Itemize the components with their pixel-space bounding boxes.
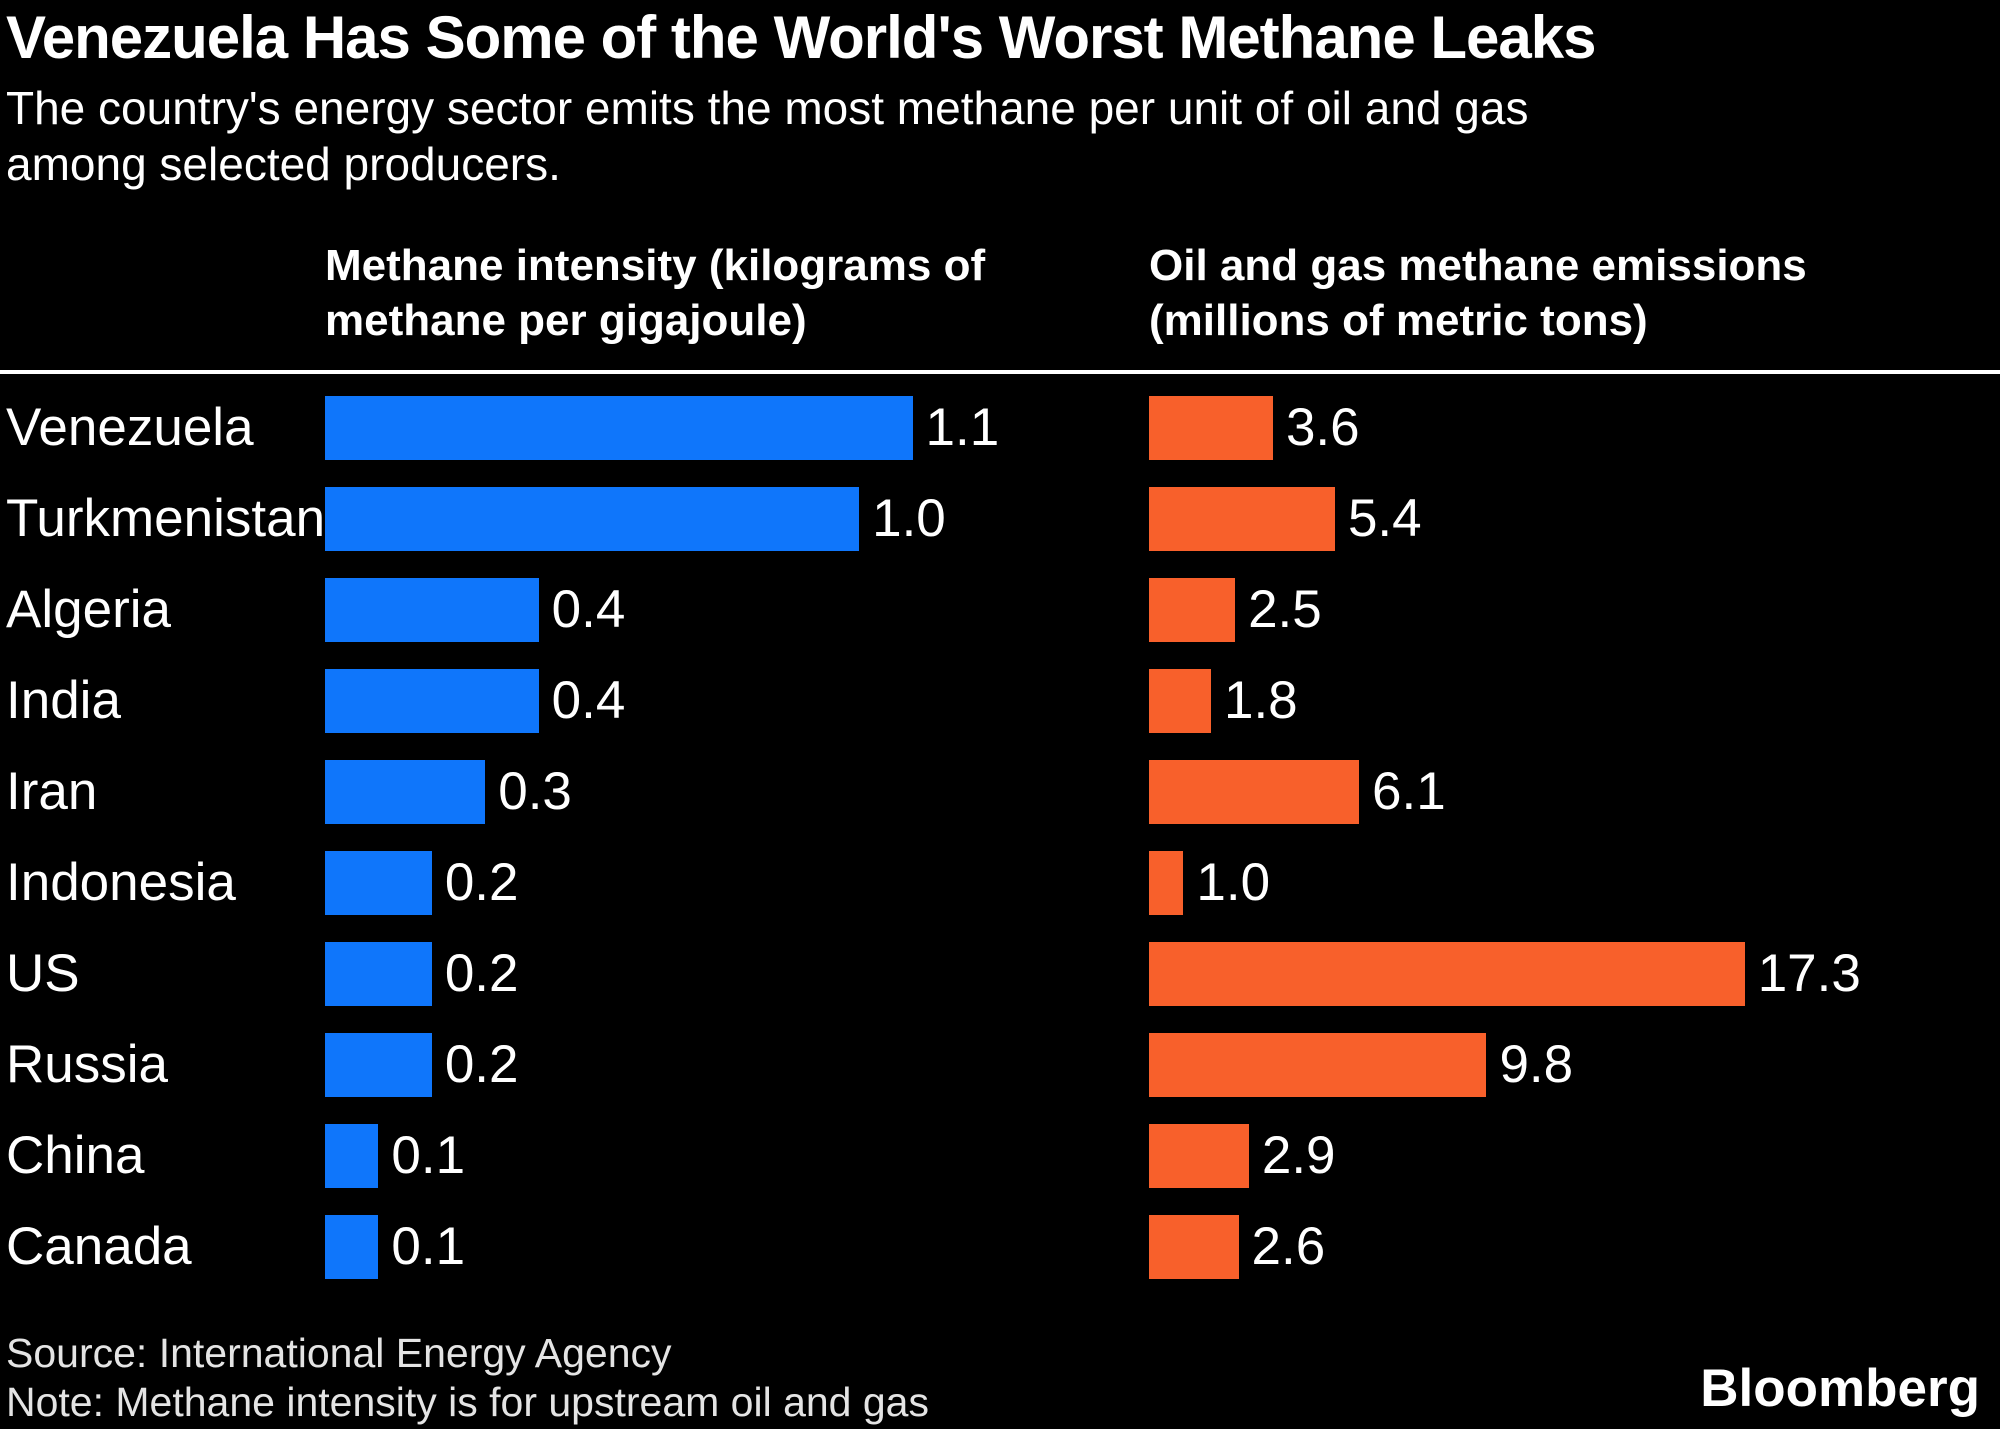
intensity-cell: 0.1 xyxy=(325,1123,1149,1188)
column-header-intensity: Methane intensity (kilograms of methane … xyxy=(325,241,986,346)
source-text: Source: International Energy Agency xyxy=(6,1329,672,1376)
country-label: Indonesia xyxy=(6,853,236,913)
table-row: Algeria 0.4 2.5 xyxy=(0,564,2000,655)
table-row: China 0.1 2.9 xyxy=(0,1110,2000,1201)
country-label: US xyxy=(6,944,80,1004)
table-row: Turkmenistan 1.0 5.4 xyxy=(0,473,2000,564)
intensity-value: 1.1 xyxy=(925,398,1000,458)
table-row: Indonesia 0.2 1.0 xyxy=(0,837,2000,928)
intensity-bar xyxy=(325,1123,379,1188)
table-row: US 0.2 17.3 xyxy=(0,928,2000,1019)
intensity-value: 0.4 xyxy=(551,671,626,731)
intensity-bar xyxy=(325,759,486,824)
intensity-bar xyxy=(325,1032,432,1097)
intensity-value: 0.3 xyxy=(498,762,572,822)
divider-line xyxy=(0,370,2000,375)
country-label: Algeria xyxy=(6,580,171,640)
note-text: Note: Methane intensity is for upstream … xyxy=(6,1378,929,1425)
emissions-cell: 1.0 xyxy=(1149,850,2000,915)
intensity-cell: 0.4 xyxy=(325,577,1149,642)
intensity-cell: 0.2 xyxy=(325,941,1149,1006)
intensity-bar xyxy=(325,577,539,642)
table-row: Canada 0.1 2.6 xyxy=(0,1201,2000,1292)
emissions-bar xyxy=(1149,486,1335,551)
emissions-cell: 17.3 xyxy=(1149,941,2000,1006)
emissions-value: 2.6 xyxy=(1251,1217,1326,1277)
emissions-bar xyxy=(1149,577,1236,642)
emissions-bar xyxy=(1149,941,1745,1006)
intensity-value: 0.2 xyxy=(444,1035,519,1095)
country-label: Venezuela xyxy=(6,398,254,458)
emissions-bar xyxy=(1149,1214,1239,1279)
country-label: Russia xyxy=(6,1035,169,1095)
bloomberg-logo: Bloomberg xyxy=(1700,1359,1980,1418)
emissions-cell: 2.5 xyxy=(1149,577,2000,642)
emissions-value: 6.1 xyxy=(1372,762,1446,822)
emissions-value: 3.6 xyxy=(1285,398,1360,458)
intensity-bar xyxy=(325,941,432,1006)
table-row: India 0.4 1.8 xyxy=(0,655,2000,746)
footer: Source: International Energy Agency Note… xyxy=(6,1329,929,1427)
intensity-bar xyxy=(325,668,539,733)
emissions-bar xyxy=(1149,1032,1487,1097)
emissions-cell: 3.6 xyxy=(1149,395,2000,460)
emissions-bar xyxy=(1149,668,1211,733)
emissions-bar xyxy=(1149,1123,1249,1188)
page-title: Venezuela Has Some of the World's Worst … xyxy=(6,4,1597,71)
emissions-bar xyxy=(1149,395,1273,460)
intensity-bar xyxy=(325,1214,379,1279)
column-header-spacer xyxy=(0,238,325,348)
intensity-cell: 0.2 xyxy=(325,850,1149,915)
column-header-emissions: Oil and gas methane emissions (millions … xyxy=(1149,241,1807,346)
emissions-cell: 6.1 xyxy=(1149,759,2000,824)
intensity-cell: 0.4 xyxy=(325,668,1149,733)
table-row: Venezuela 1.1 3.6 xyxy=(0,382,2000,473)
emissions-value: 17.3 xyxy=(1757,944,1861,1004)
intensity-bar xyxy=(325,395,913,460)
intensity-value: 1.0 xyxy=(872,489,946,549)
intensity-cell: 0.3 xyxy=(325,759,1149,824)
chart-rows: Venezuela 1.1 3.6 Turkmenistan 1.0 5.4 A… xyxy=(0,382,2000,1292)
country-label: Iran xyxy=(6,762,98,822)
intensity-cell: 0.1 xyxy=(325,1214,1149,1279)
intensity-value: 0.1 xyxy=(391,1217,466,1277)
emissions-cell: 9.8 xyxy=(1149,1032,2000,1097)
emissions-value: 2.9 xyxy=(1261,1126,1336,1186)
intensity-cell: 1.0 xyxy=(325,486,1149,551)
emissions-cell: 5.4 xyxy=(1149,486,2000,551)
intensity-value: 0.1 xyxy=(391,1126,466,1186)
emissions-cell: 2.6 xyxy=(1149,1214,2000,1279)
country-label: India xyxy=(6,671,121,731)
country-label: Turkmenistan xyxy=(6,489,326,549)
intensity-value: 0.2 xyxy=(444,853,519,913)
emissions-value: 1.0 xyxy=(1196,853,1271,913)
emissions-value: 1.8 xyxy=(1223,671,1298,731)
table-row: Russia 0.2 9.8 xyxy=(0,1019,2000,1110)
subtitle: The country's energy sector emits the mo… xyxy=(6,82,1529,191)
emissions-cell: 1.8 xyxy=(1149,668,2000,733)
column-headers: Methane intensity (kilograms of methane … xyxy=(0,238,2000,348)
emissions-value: 5.4 xyxy=(1347,489,1422,549)
country-label: China xyxy=(6,1126,145,1186)
emissions-value: 2.5 xyxy=(1248,580,1322,640)
emissions-value: 9.8 xyxy=(1499,1035,1574,1095)
intensity-bar xyxy=(325,486,860,551)
intensity-cell: 0.2 xyxy=(325,1032,1149,1097)
emissions-cell: 2.9 xyxy=(1149,1123,2000,1188)
intensity-value: 0.4 xyxy=(551,580,626,640)
intensity-bar xyxy=(325,850,432,915)
emissions-bar xyxy=(1149,759,1360,824)
emissions-bar xyxy=(1149,850,1184,915)
intensity-value: 0.2 xyxy=(444,944,519,1004)
intensity-cell: 1.1 xyxy=(325,395,1149,460)
table-row: Iran 0.3 6.1 xyxy=(0,746,2000,837)
country-label: Canada xyxy=(6,1217,192,1277)
